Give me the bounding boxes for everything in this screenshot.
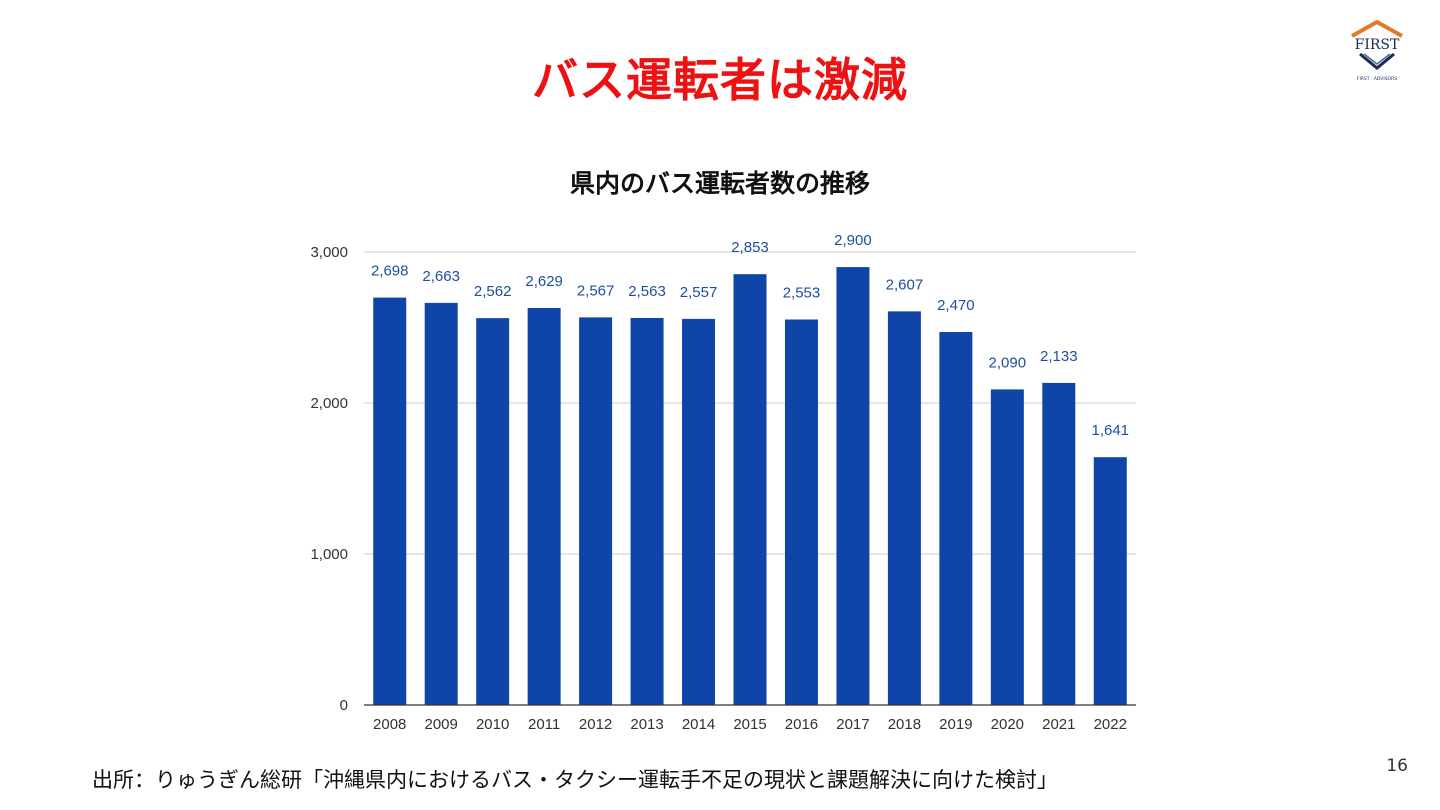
axes: 0 1,000 2,000 3,000 2008 2009 2010 2011 2012 2013… — [310, 244, 1136, 733]
bar — [836, 267, 870, 705]
data-label: 2,090 — [989, 354, 1027, 371]
bar — [1042, 382, 1076, 705]
data-label: 2,553 — [783, 284, 821, 301]
data-label: 2,607 — [886, 276, 924, 293]
data-label: 2,562 — [474, 283, 512, 300]
data-label: 2,567 — [577, 282, 615, 299]
data-labels: 2,698 2,663 2,562 2,629 2,567 2,563 2,557 2,853… — [371, 232, 1129, 439]
x-tick-label: 2021 — [1042, 716, 1075, 733]
data-label: 2,133 — [1040, 348, 1078, 365]
data-label: 2,853 — [731, 239, 769, 256]
data-label: 2,557 — [680, 284, 718, 301]
x-tick-label: 2009 — [425, 716, 458, 733]
y-tick-label: 3,000 — [310, 244, 348, 261]
data-label: 2,900 — [834, 232, 872, 249]
slide-title: バス運転者は激減 — [532, 53, 908, 107]
bar — [424, 302, 458, 705]
bar — [579, 317, 613, 705]
x-tick-label: 2019 — [939, 716, 972, 733]
x-tick-label: 2008 — [373, 716, 406, 733]
bar — [476, 318, 510, 705]
bar — [373, 297, 407, 705]
data-label: 2,563 — [628, 283, 666, 300]
data-label: 1,641 — [1091, 422, 1129, 439]
bar — [630, 317, 664, 705]
x-tick-label: 2018 — [888, 716, 921, 733]
house-shield-logo-icon: FIRST FIRST · ADVISORS — [1351, 20, 1403, 82]
bar — [1093, 457, 1127, 705]
x-tick-label: 2022 — [1094, 716, 1127, 733]
data-label: 2,663 — [422, 268, 460, 285]
x-tick-label: 2010 — [476, 716, 509, 733]
bar — [887, 311, 921, 705]
x-tick-label: 2020 — [991, 716, 1024, 733]
company-logo: FIRST FIRST · ADVISORS — [1346, 16, 1408, 84]
x-tick-label: 2014 — [682, 716, 715, 733]
bar — [733, 274, 767, 705]
logo-tagline: FIRST · ADVISORS — [1357, 76, 1397, 82]
bar — [682, 318, 716, 705]
y-tick-label: 2,000 — [310, 395, 348, 412]
page-number: 16 — [1386, 756, 1408, 776]
x-tick-label: 2011 — [528, 716, 560, 733]
logo-text: FIRST — [1355, 37, 1400, 53]
data-label: 2,470 — [937, 297, 975, 314]
chart-title: 県内のバス運転者数の推移 — [569, 169, 870, 198]
bar — [939, 332, 973, 705]
data-label: 2,698 — [371, 263, 409, 280]
bar — [990, 389, 1024, 705]
data-label: 2,629 — [525, 273, 563, 290]
x-tick-label: 2016 — [785, 716, 818, 733]
y-tick-label: 0 — [340, 697, 348, 714]
x-tick-label: 2013 — [630, 716, 663, 733]
source-citation: 出所：りゅうぎん総研「沖縄県内におけるバス・タクシー運転手不足の現状と課題解決に… — [92, 768, 1058, 792]
x-tick-label: 2012 — [579, 716, 612, 733]
x-tick-label: 2017 — [836, 716, 869, 733]
y-tick-label: 1,000 — [310, 546, 348, 563]
bar — [527, 308, 561, 705]
x-tick-label: 2015 — [733, 716, 766, 733]
bar — [784, 319, 818, 705]
bars — [373, 267, 1127, 705]
